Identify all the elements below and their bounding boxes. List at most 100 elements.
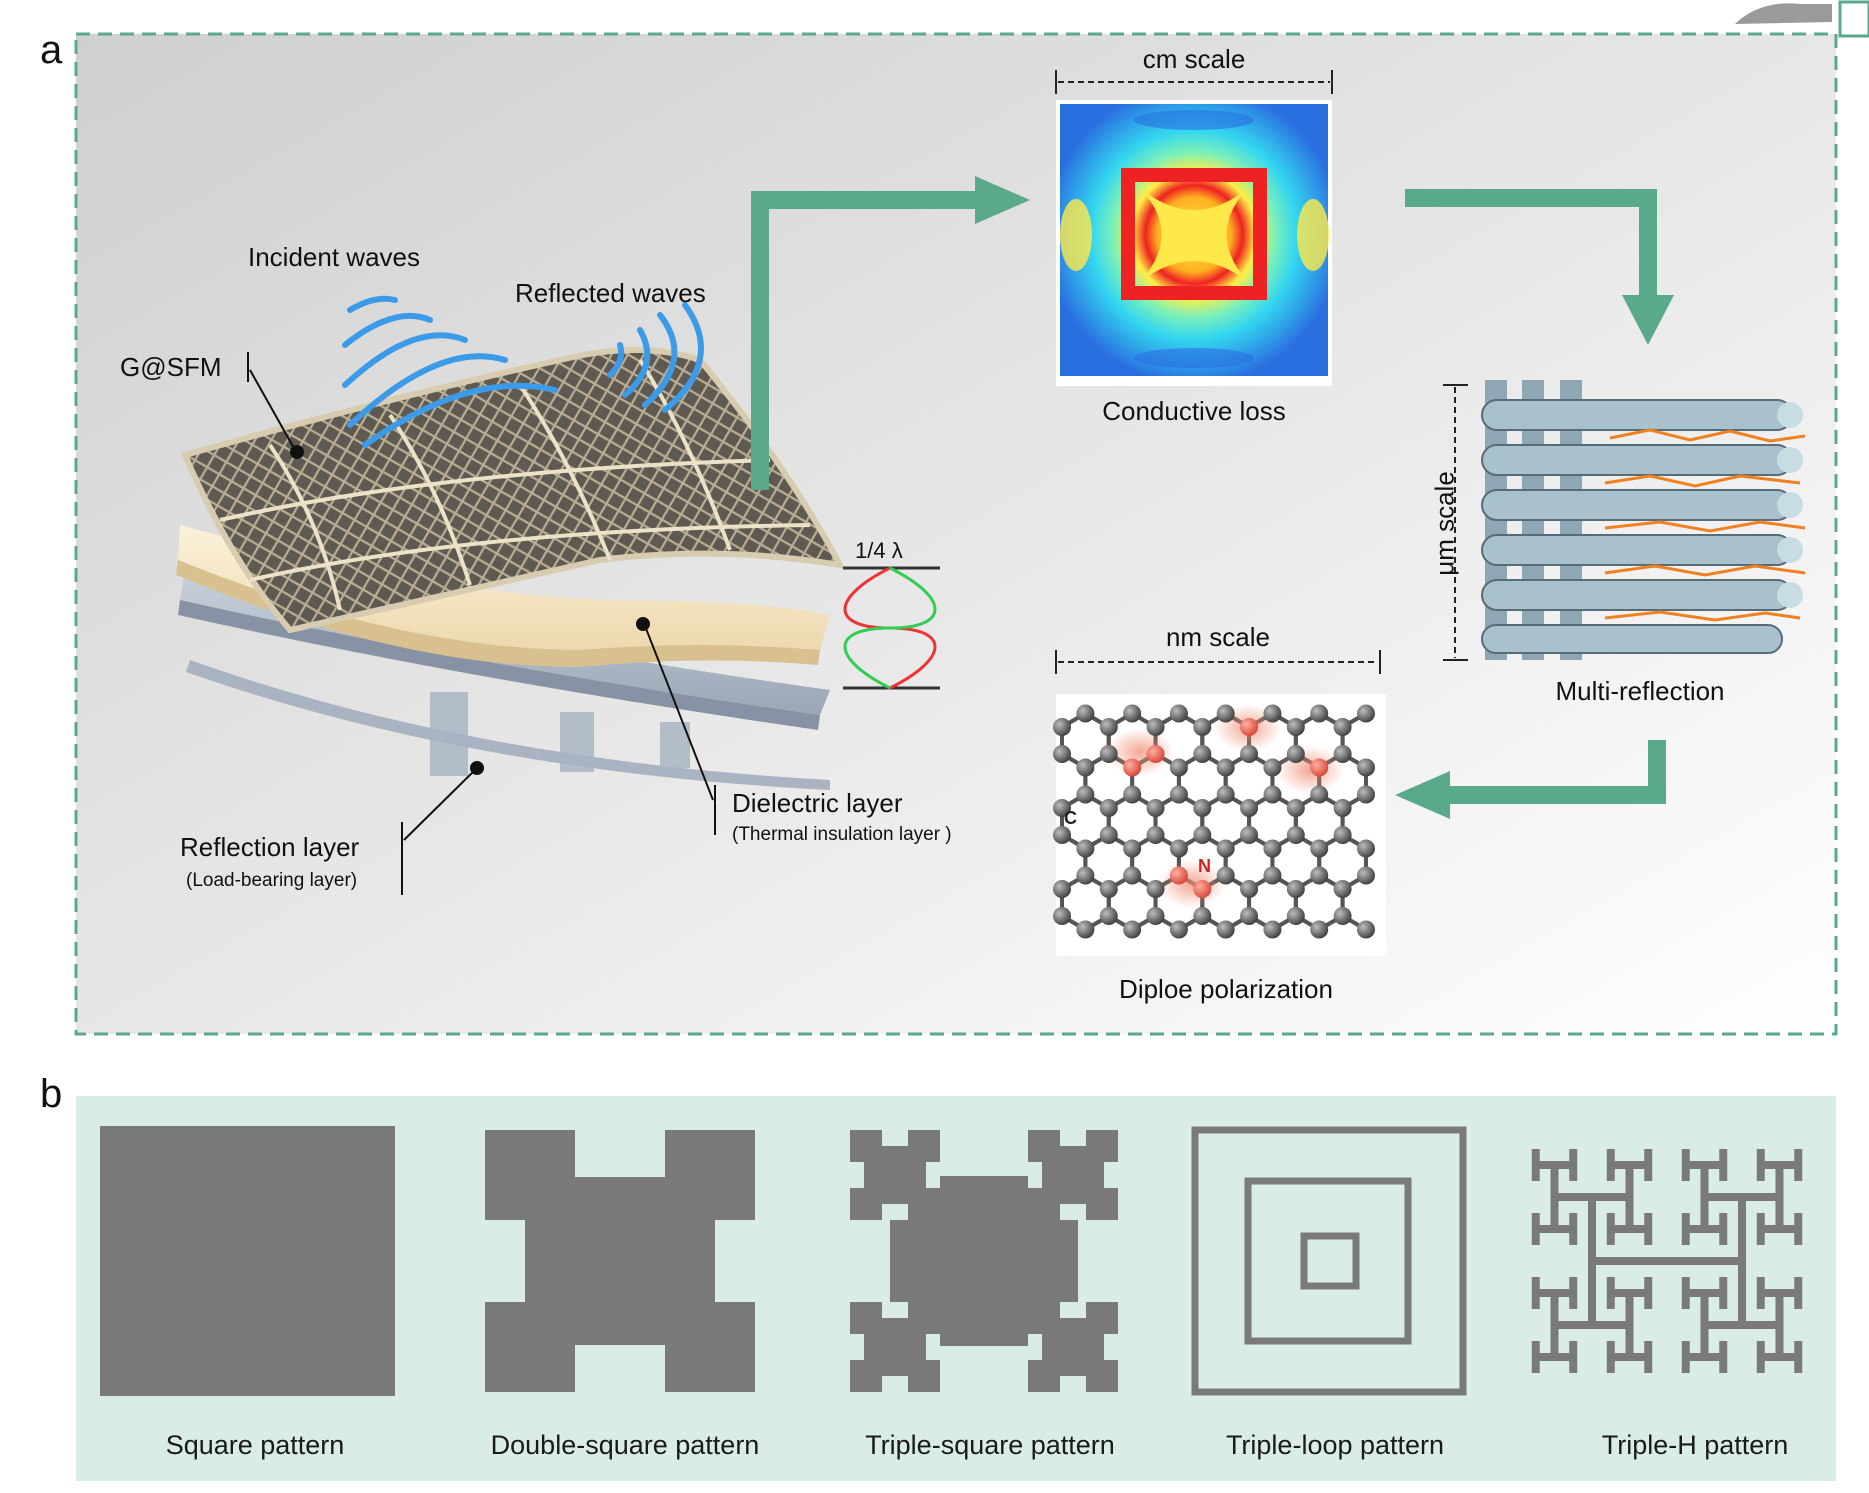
- notch: [926, 1334, 940, 1360]
- carbon-atom: [1356, 920, 1375, 939]
- carbon-atom: [1169, 839, 1188, 858]
- dipole-polarization-lattice: [1053, 694, 1386, 956]
- carbon-atom: [1099, 880, 1118, 898]
- carbon-atom: [1193, 745, 1212, 763]
- carbon-atom: [1193, 907, 1212, 925]
- carbon-atom: [1263, 785, 1282, 804]
- quarter-wavelength-icon: [843, 566, 940, 690]
- nitrogen-atom: [1169, 866, 1188, 885]
- triple-square-base: [850, 1130, 1118, 1392]
- carbon-atom: [1333, 718, 1352, 736]
- carbon-atom: [1146, 718, 1165, 736]
- carbon-atom: [1286, 799, 1305, 817]
- carbon-atom: [1053, 799, 1071, 817]
- notch: [882, 1130, 908, 1146]
- notch: [1028, 1334, 1042, 1360]
- notch: [1104, 1162, 1118, 1188]
- gsfm-label: G@SFM: [120, 352, 222, 382]
- reflected-waves-label: Reflected waves: [515, 278, 706, 308]
- corner-frame: [1838, 0, 1869, 38]
- carbon-atom: [1053, 718, 1071, 736]
- carbon-atom: [1240, 826, 1259, 844]
- arrow-head-to-dipole: [1395, 771, 1450, 819]
- notch: [882, 1302, 908, 1318]
- carbon-atom: [1053, 880, 1071, 898]
- triple-square-pattern-shape: [850, 1130, 1118, 1392]
- notch: [850, 1334, 864, 1360]
- leader-lines: [247, 352, 716, 895]
- nm-scale-bar: [1055, 650, 1381, 674]
- um-scale-bar: [1443, 384, 1468, 661]
- carbon-atom: [1146, 799, 1165, 817]
- carbon-atom: [1286, 826, 1305, 844]
- carbon-atom: [1333, 907, 1352, 925]
- reflection-layer-label: Reflection layer: [180, 832, 360, 862]
- triple-loop-pattern-label: Triple-loop pattern: [1225, 1430, 1445, 1460]
- um-scale-label: μm scale: [1429, 471, 1460, 576]
- square-pattern-shape: [100, 1126, 395, 1396]
- carbon-atom: [1123, 920, 1142, 939]
- panel-b-letter: b: [40, 1072, 63, 1116]
- carbon-atom: [1169, 704, 1188, 723]
- reflection-layer-sublabel: (Load-bearing layer): [186, 870, 358, 891]
- carbon-atom: [1123, 704, 1142, 723]
- carbon-atom: [1356, 704, 1375, 723]
- carbon-atom: [1286, 745, 1305, 763]
- carbon-atom: [1286, 718, 1305, 736]
- carbon-atom: [1263, 866, 1282, 885]
- double-square-pattern-shape: [485, 1130, 755, 1392]
- nitrogen-atom: [1146, 745, 1165, 763]
- carbon-atom: [1193, 799, 1212, 817]
- polarization-glow: [1106, 728, 1174, 776]
- carbon-atom: [1333, 880, 1352, 898]
- carbon-atom: [1216, 839, 1235, 858]
- carbon-atom: [1310, 704, 1329, 723]
- incident-waves-icon: [342, 295, 558, 448]
- dielectric-layer-label: Dielectric layer: [732, 788, 903, 818]
- carbon-atom: [1216, 866, 1235, 885]
- carbon-atom: [1263, 839, 1282, 858]
- nitrogen-atom: [1193, 880, 1212, 898]
- carbon-atom: [1076, 704, 1095, 723]
- carbon-atom: [1076, 920, 1095, 939]
- carbon-atom: [1263, 704, 1282, 723]
- carbon-atom: [1216, 920, 1235, 939]
- conductive-loss-heatmap: [1056, 100, 1332, 386]
- carbon-atom: [1099, 907, 1118, 925]
- notch: [882, 1204, 908, 1220]
- notch: [1060, 1302, 1086, 1318]
- carbon-atom: [1169, 758, 1188, 777]
- carbon-atom: [1123, 866, 1142, 885]
- notch: [882, 1376, 908, 1392]
- carbon-atom: [1099, 718, 1118, 736]
- carbon-atom: [1193, 826, 1212, 844]
- carbon-atom: [1333, 799, 1352, 817]
- panel-a: [74, 0, 1869, 1036]
- carbon-atom: [1146, 880, 1165, 898]
- carbon-atom: [1356, 839, 1375, 858]
- arrow-head-to-conductive-loss: [975, 176, 1030, 224]
- triple-h-pattern-shape: [1531, 1149, 1803, 1373]
- carbon-atom: [1333, 745, 1352, 763]
- carbon-atom: [1099, 799, 1118, 817]
- incident-waves-label: Incident waves: [248, 242, 420, 272]
- panel-a-letter: a: [40, 28, 63, 72]
- nm-scale-label: nm scale: [1165, 622, 1271, 652]
- triple-h-pattern-label: Triple-H pattern: [1601, 1430, 1789, 1460]
- carbon-atom: [1240, 907, 1259, 925]
- multi-reflection-fibers: [1481, 380, 1806, 660]
- carbon-atom: [1216, 704, 1235, 723]
- nitrogen-atom: [1123, 758, 1142, 777]
- carbon-atom: [1263, 920, 1282, 939]
- carbon-atom: [1099, 745, 1118, 763]
- notch: [1060, 1130, 1086, 1146]
- carbon-atom: [1146, 907, 1165, 925]
- triple-loop-pattern-shape: [1191, 1126, 1467, 1396]
- carbon-atom: [1076, 839, 1095, 858]
- carbon-atom: [1240, 880, 1259, 898]
- carbon-atom: [1169, 785, 1188, 804]
- cm-scale-label: cm scale: [1142, 44, 1246, 74]
- device-thumbnail-icon: [1735, 3, 1832, 24]
- carbon-atom-label: C: [1064, 808, 1077, 828]
- dipole-polarization-label: Diploe polarization: [1119, 974, 1333, 1004]
